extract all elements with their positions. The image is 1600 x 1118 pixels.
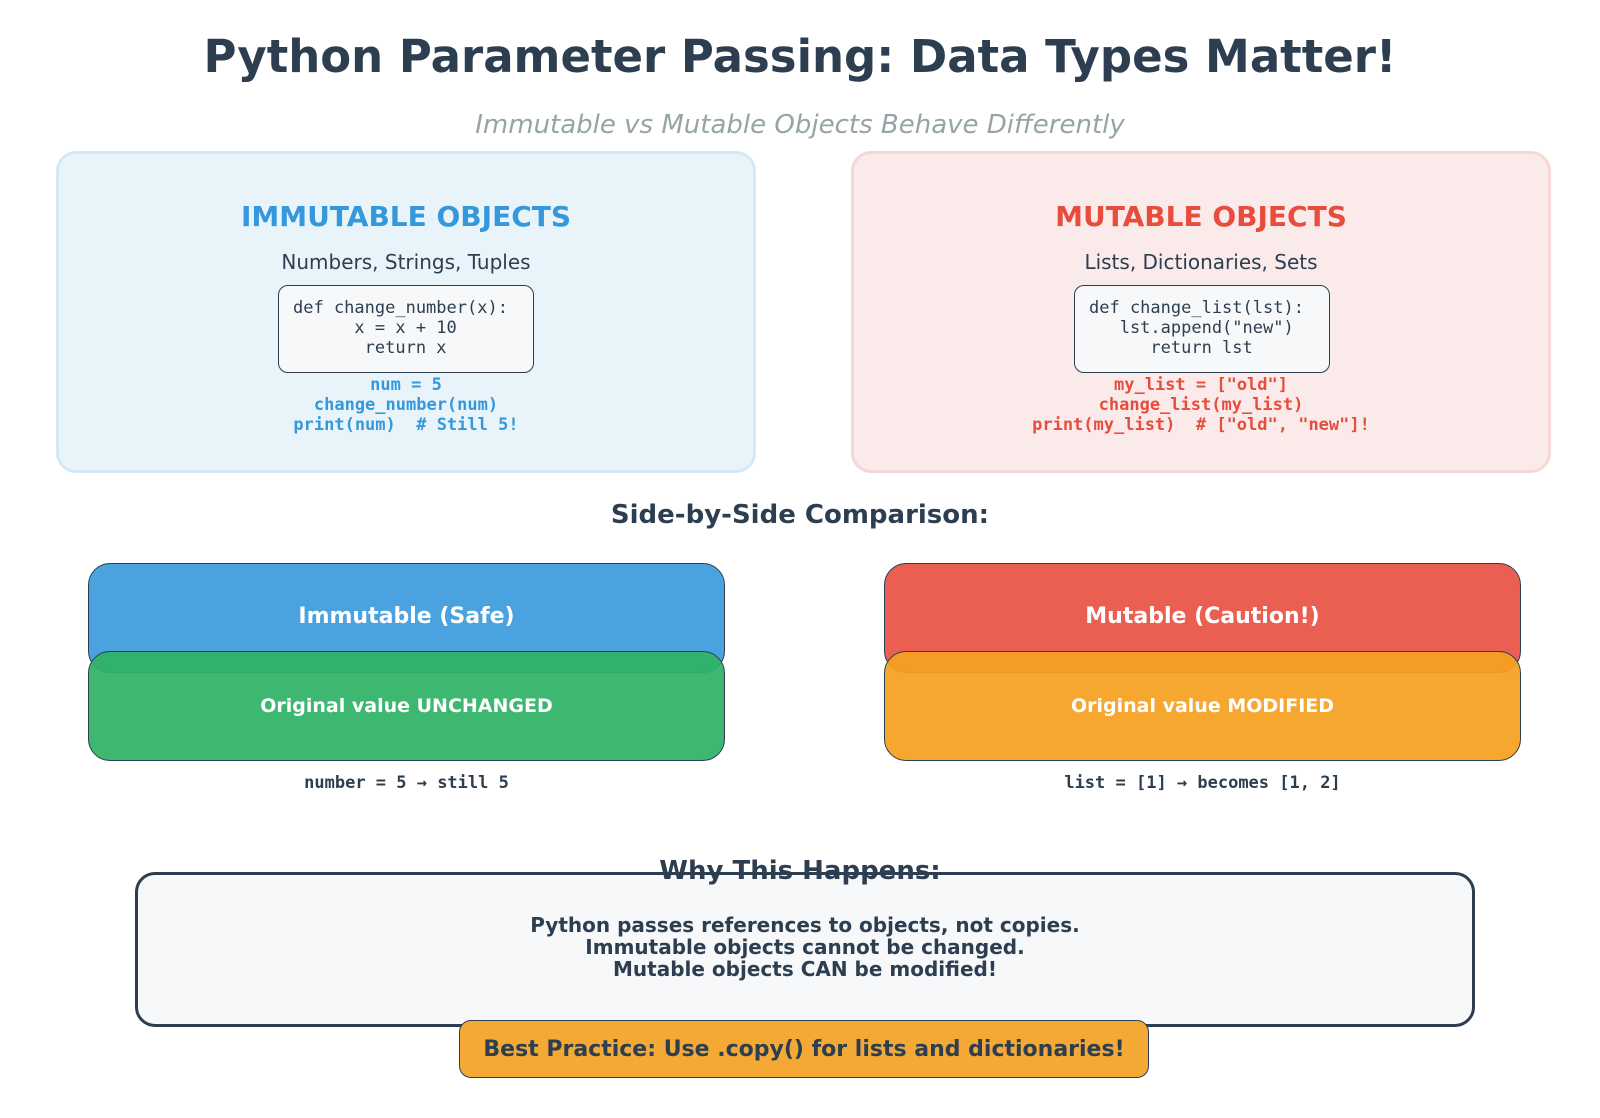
comparison-heading: Side-by-Side Comparison:	[610, 500, 990, 530]
why-line-2: Immutable objects cannot be changed.	[585, 935, 1025, 959]
best-practice-banner: Best Practice: Use .copy() for lists and…	[459, 1020, 1149, 1078]
why-line-3: Mutable objects CAN be modified!	[613, 957, 997, 981]
mutable-example: list = [1] → becomes [1, 2]	[1064, 773, 1341, 793]
mutable-heading: MUTABLE OBJECTS	[1055, 200, 1347, 233]
immutable-example: number = 5 → still 5	[304, 773, 509, 793]
immutable-usage: num = 5 change_number(num) print(num) # …	[293, 375, 519, 435]
why-line-1: Python passes references to objects, not…	[530, 913, 1080, 937]
why-heading: Why This Happens:	[659, 856, 941, 886]
immutable-heading: IMMUTABLE OBJECTS	[240, 200, 572, 233]
page-subtitle: Immutable vs Mutable Objects Behave Diff…	[475, 110, 1125, 140]
mutable-types: Lists, Dictionaries, Sets	[1084, 250, 1318, 274]
why-explanation: Python passes references to objects, not…	[135, 914, 1475, 980]
immutable-code-box: def change_number(x): x = x + 10 return …	[278, 285, 534, 373]
mutable-code-box: def change_list(lst): lst.append("new") …	[1074, 285, 1330, 373]
page-title: Python Parameter Passing: Data Types Mat…	[203, 30, 1397, 83]
original-unchanged-bar: Original value UNCHANGED	[88, 651, 725, 761]
immutable-types: Numbers, Strings, Tuples	[281, 250, 531, 274]
why-box	[135, 872, 1475, 1027]
mutable-usage: my_list = ["old"] change_list(my_list) p…	[1032, 375, 1370, 435]
original-modified-bar: Original value MODIFIED	[884, 651, 1521, 761]
